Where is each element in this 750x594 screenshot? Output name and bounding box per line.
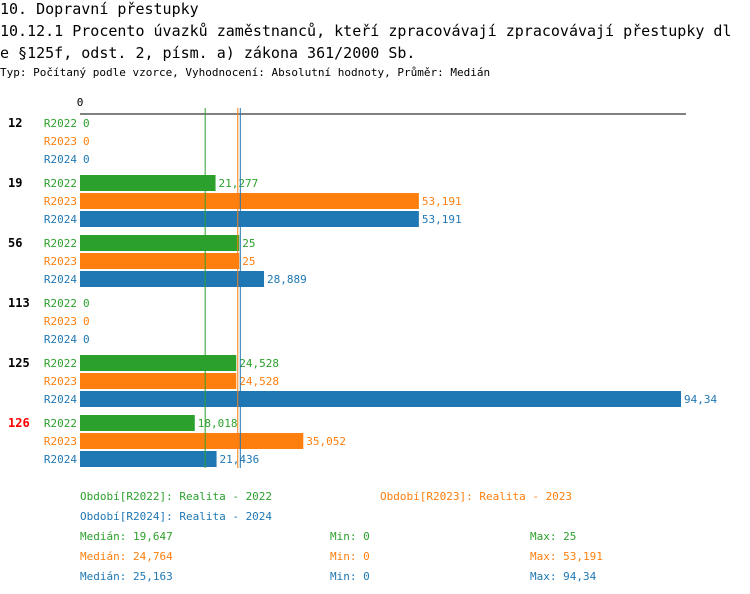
data-label: 94,34: [684, 393, 717, 406]
min-r2023: Min: 0: [330, 550, 370, 563]
series-label-r2023: R2023: [44, 315, 77, 328]
data-label: 0: [83, 117, 90, 130]
data-label: 0: [83, 333, 90, 346]
series-label-r2022: R2022: [44, 417, 77, 430]
category-label: 126: [8, 416, 30, 430]
section-title: 10. Dopravní přestupky: [0, 0, 199, 18]
x-axis-zero-label: 0: [77, 96, 84, 109]
data-label: 0: [83, 153, 90, 166]
series-label-r2024: R2024: [44, 153, 77, 166]
category-label: 125: [8, 356, 30, 370]
data-label: 25: [242, 255, 255, 268]
bar-r2023: [80, 193, 419, 209]
bar-r2024: [80, 391, 681, 407]
series-label-r2022: R2022: [44, 237, 77, 250]
max-r2023: Max: 53,191: [530, 550, 603, 563]
data-label: 24,528: [239, 357, 279, 370]
bar-r2023: [80, 433, 304, 449]
category-label: 19: [8, 176, 22, 190]
data-label: 28,889: [267, 273, 307, 286]
bar-r2023: [80, 253, 240, 269]
category-label: 113: [8, 296, 30, 310]
data-label: 21,277: [219, 177, 259, 190]
data-label: 18,018: [198, 417, 238, 430]
legend-r2023: Období[R2023]: Realita - 2023: [380, 490, 573, 503]
chart-title-line-1: 10.12.1 Procento úvazků zaměstnanců, kte…: [0, 22, 732, 40]
bar-r2022: [80, 355, 237, 371]
data-label: 35,052: [306, 435, 346, 448]
median-r2022: Medián: 19,647: [80, 530, 173, 543]
chart-subtitle: Typ: Počítaný podle vzorce, Vyhodnocení:…: [0, 66, 491, 79]
max-r2022: Max: 25: [530, 530, 577, 543]
data-label: 25: [242, 237, 255, 250]
bar-r2024: [80, 211, 419, 227]
series-label-r2024: R2024: [44, 213, 77, 226]
bar-r2024: [80, 271, 265, 287]
series-label-r2023: R2023: [44, 135, 77, 148]
series-label-r2022: R2022: [44, 117, 77, 130]
series-label-r2024: R2024: [44, 273, 77, 286]
bar-r2022: [80, 175, 216, 191]
bar-r2022: [80, 235, 240, 251]
series-label-r2023: R2023: [44, 255, 77, 268]
legend-r2024: Období[R2024]: Realita - 2024: [80, 510, 273, 523]
bar-r2022: [80, 415, 195, 431]
data-label: 53,191: [422, 213, 462, 226]
bar-r2023: [80, 373, 237, 389]
series-label-r2022: R2022: [44, 357, 77, 370]
data-label: 0: [83, 297, 90, 310]
max-r2024: Max: 94,34: [530, 570, 597, 583]
median-r2024: Medián: 25,163: [80, 570, 173, 583]
series-label-r2024: R2024: [44, 333, 77, 346]
series-label-r2024: R2024: [44, 393, 77, 406]
series-label-r2022: R2022: [44, 177, 77, 190]
series-label-r2023: R2023: [44, 375, 77, 388]
category-label: 12: [8, 116, 22, 130]
median-r2023: Medián: 24,764: [80, 550, 173, 563]
min-r2022: Min: 0: [330, 530, 370, 543]
bar-r2024: [80, 451, 217, 467]
series-label-r2022: R2022: [44, 297, 77, 310]
category-label: 56: [8, 236, 22, 250]
min-r2024: Min: 0: [330, 570, 370, 583]
series-label-r2024: R2024: [44, 453, 77, 466]
data-label: 24,528: [239, 375, 279, 388]
data-label: 53,191: [422, 195, 462, 208]
data-label: 21,436: [220, 453, 260, 466]
legend-r2022: Období[R2022]: Realita - 2022: [80, 490, 273, 503]
data-label: 0: [83, 135, 90, 148]
series-label-r2023: R2023: [44, 195, 77, 208]
data-label: 0: [83, 315, 90, 328]
chart-title-line-2: e §125f, odst. 2, písm. a) zákona 361/20…: [0, 44, 416, 62]
series-label-r2023: R2023: [44, 435, 77, 448]
